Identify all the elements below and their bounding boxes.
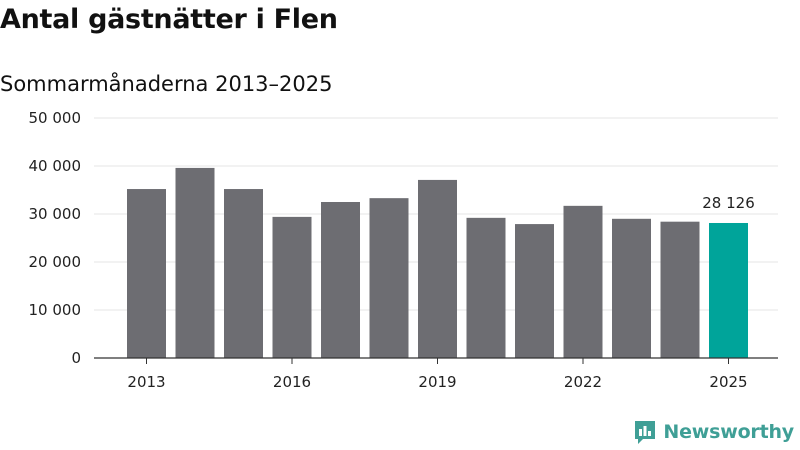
bar-2020 (466, 217, 506, 358)
bar-2014 (175, 167, 215, 358)
newsworthy-brand: Newsworthy (633, 419, 794, 445)
bar-2013 (127, 189, 166, 358)
x-tick-label: 2025 (709, 373, 747, 391)
bar-2021 (515, 224, 554, 358)
y-tick-label: 40 000 (29, 157, 82, 175)
bar-2023 (612, 218, 651, 358)
newsworthy-logo-icon (635, 421, 656, 444)
bar-2024 (660, 221, 700, 358)
y-tick-label: 20 000 (29, 253, 82, 271)
bar-2018 (369, 198, 409, 358)
bar-2022 (563, 205, 603, 358)
data-labels: 28 126 (702, 194, 755, 212)
x-tick-label: 2016 (273, 373, 311, 391)
bar-2016 (272, 216, 312, 358)
chart-subtitle: Sommarmånaderna 2013–2025 (0, 72, 333, 96)
bar-2015 (224, 189, 263, 358)
y-axis-labels: 0 10 000 20 000 30 000 40 000 50 000 (29, 109, 82, 367)
bar-2025 (709, 222, 748, 358)
y-tick-label: 10 000 (29, 301, 82, 319)
chart-title: Antal gästnätter i Flen (0, 4, 338, 35)
bar-2017 (321, 202, 360, 358)
brand-name: Newsworthy (663, 421, 794, 443)
x-tick-label: 2022 (564, 373, 602, 391)
x-tick-label: 2019 (418, 373, 456, 391)
y-tick-label: 30 000 (29, 205, 82, 223)
bars (127, 167, 748, 358)
data-label: 28 126 (702, 194, 755, 212)
bar-2019 (418, 179, 457, 358)
x-tick-label: 2013 (127, 373, 165, 391)
x-axis (94, 357, 778, 364)
y-tick-label: 0 (71, 349, 81, 367)
y-tick-label: 50 000 (29, 109, 82, 127)
x-axis-labels: 2013 2016 2019 2022 2025 (127, 373, 747, 391)
